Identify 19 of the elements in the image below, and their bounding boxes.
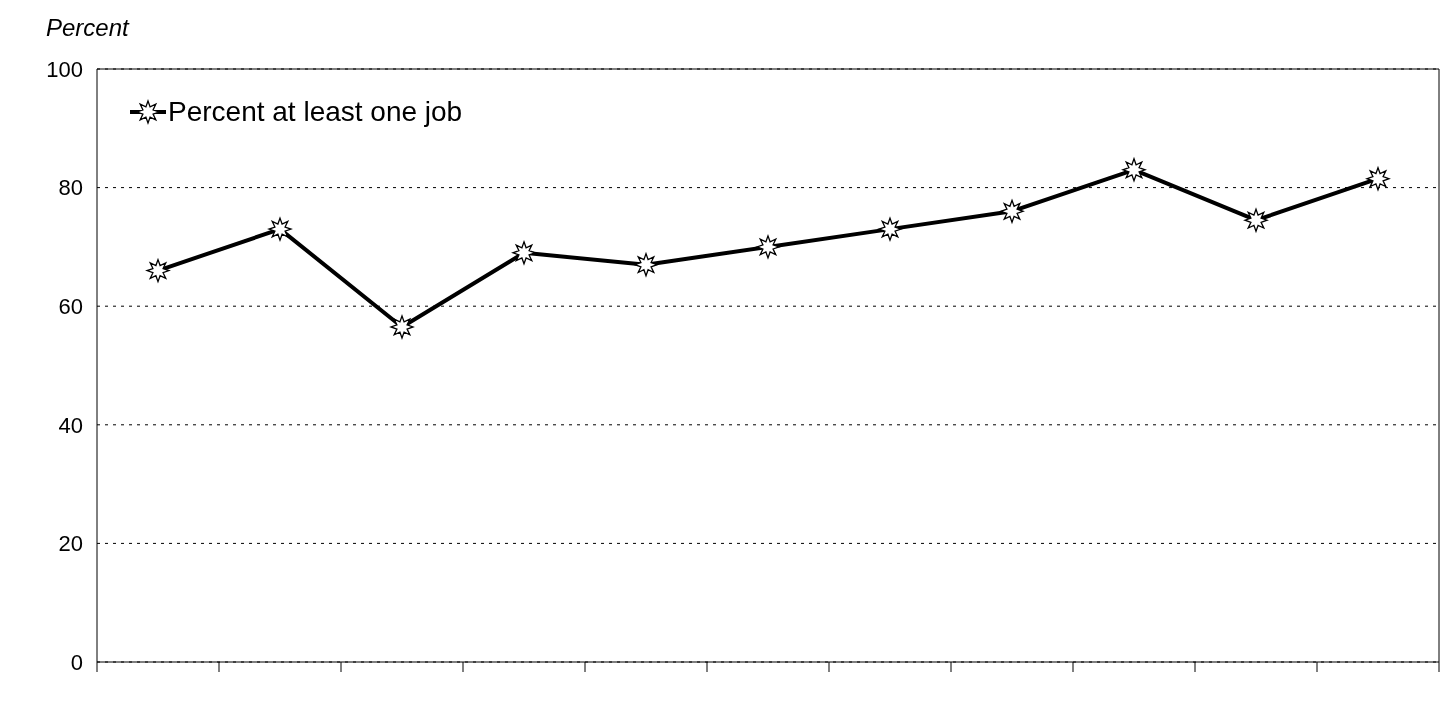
y-tick-label: 40 xyxy=(58,412,83,438)
point xyxy=(634,253,658,277)
y-tick-label: 0 xyxy=(70,649,83,675)
y-tick-label: 20 xyxy=(58,531,83,557)
point xyxy=(390,315,414,339)
point xyxy=(878,217,902,241)
point xyxy=(268,217,292,241)
legend-label: Percent at least one job xyxy=(168,96,463,128)
y-tick-label: 80 xyxy=(58,175,83,201)
point xyxy=(146,258,170,283)
y-axis-title: Percent xyxy=(46,14,129,42)
point xyxy=(1366,167,1390,191)
y-tick-label: 100 xyxy=(46,56,83,82)
point xyxy=(756,235,780,259)
point xyxy=(1000,199,1024,223)
point xyxy=(512,241,536,265)
point xyxy=(1122,158,1146,182)
point xyxy=(1244,208,1268,232)
y-tick-label: 60 xyxy=(58,294,83,320)
